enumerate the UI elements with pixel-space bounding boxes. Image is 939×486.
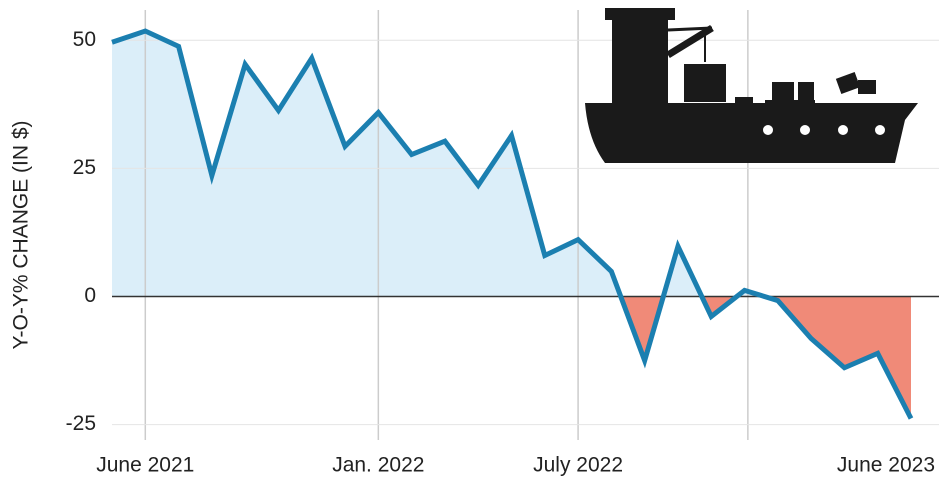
ship-icon bbox=[585, 8, 918, 163]
y-tick-label: 25 bbox=[73, 156, 96, 179]
y-axis-title: Y-O-Y% CHANGE (IN $) bbox=[10, 120, 33, 349]
x-tick-label: June 2021 bbox=[96, 454, 194, 477]
x-tick-label: Jan. 2022 bbox=[332, 454, 424, 477]
y-tick-label: 50 bbox=[73, 28, 96, 51]
plot-area: June 2021 Jan. 2022 July 2022 June 2023 -25 0… bbox=[66, 10, 939, 477]
negative-area bbox=[112, 296, 911, 419]
positive-area bbox=[112, 31, 911, 297]
x-tick-label: July 2022 bbox=[533, 454, 623, 477]
y-tick-label: 0 bbox=[84, 284, 96, 307]
y-tick-label: -25 bbox=[66, 412, 96, 435]
line bbox=[111, 28, 914, 420]
x-tick-label: June 2023 bbox=[837, 454, 935, 477]
